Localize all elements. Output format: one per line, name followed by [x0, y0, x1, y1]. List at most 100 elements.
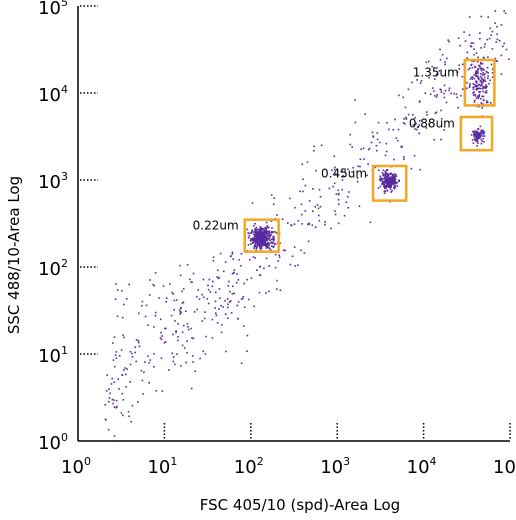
scatter-point — [440, 118, 443, 120]
scatter-point — [398, 94, 400, 97]
cluster-point — [255, 226, 258, 229]
cluster-point — [265, 247, 268, 249]
scatter-point — [229, 300, 232, 302]
scatter-point — [370, 141, 373, 144]
scatter-point — [490, 63, 493, 66]
cluster-point — [384, 170, 386, 173]
scatter-point — [469, 16, 471, 18]
scatter-point — [333, 168, 336, 171]
cluster-point — [273, 237, 275, 240]
cluster-point — [479, 67, 482, 70]
scatter-point — [487, 16, 489, 18]
scatter-point — [242, 296, 245, 298]
cluster-point — [480, 138, 482, 141]
cluster-point — [253, 233, 255, 236]
cluster-point — [473, 136, 476, 138]
scatter-point — [182, 301, 185, 304]
cluster-point — [486, 66, 489, 69]
cluster-point — [384, 174, 387, 176]
scatter-point — [400, 145, 403, 148]
data-points — [104, 10, 510, 437]
scatter-point — [111, 398, 114, 401]
scatter-point — [337, 222, 340, 225]
cluster-point — [267, 238, 269, 240]
cluster-point — [480, 61, 482, 64]
cluster-point — [482, 135, 484, 137]
scatter-point — [227, 223, 230, 226]
scatter-point — [252, 256, 255, 258]
scatter-point — [253, 305, 255, 308]
scatter-point — [302, 178, 304, 180]
cluster-point — [265, 245, 268, 247]
cluster-point — [474, 133, 477, 136]
cluster-point — [255, 249, 257, 252]
scatter-point — [134, 346, 137, 348]
scatter-point — [183, 347, 186, 349]
scatter-point — [302, 190, 304, 193]
scatter-point — [121, 316, 124, 319]
cluster-point — [473, 74, 475, 76]
scatter-point — [110, 383, 113, 385]
scatter-point — [404, 123, 406, 125]
cluster-point — [483, 141, 485, 143]
cluster-point — [392, 183, 395, 185]
cluster-point — [474, 99, 476, 102]
cluster-point — [477, 77, 479, 80]
cluster-point — [487, 56, 489, 58]
cluster-point — [381, 181, 384, 184]
scatter-point — [438, 70, 441, 72]
scatter-point — [149, 294, 151, 296]
cluster-point — [476, 145, 478, 147]
scatter-point — [308, 200, 311, 202]
scatter-point — [250, 232, 252, 234]
scatter-point — [113, 406, 116, 408]
scatter-point — [475, 52, 478, 54]
scatter-point — [218, 288, 221, 290]
scatter-point — [474, 66, 476, 69]
scatter-point — [243, 282, 245, 285]
cluster-point — [477, 137, 480, 139]
cluster-point — [259, 248, 262, 250]
scatter-point — [215, 291, 217, 294]
cluster-point — [390, 184, 392, 186]
scatter-point — [153, 326, 155, 328]
scatter-point — [304, 210, 307, 212]
cluster-point — [392, 178, 394, 181]
cluster-point — [263, 229, 265, 231]
cluster-point — [260, 233, 263, 235]
scatter-point — [453, 92, 455, 95]
scatter-point — [480, 47, 482, 49]
cluster-point — [267, 235, 269, 238]
cluster-point — [483, 57, 485, 60]
gate-box — [459, 115, 494, 152]
cluster-point — [254, 236, 257, 238]
cluster-point — [393, 182, 395, 184]
scatter-point — [159, 337, 162, 339]
cluster-point — [477, 95, 479, 97]
cluster-point — [259, 232, 261, 234]
cluster-point — [256, 235, 258, 237]
scatter-point — [294, 206, 296, 209]
scatter-point — [204, 311, 206, 313]
cluster-point — [390, 173, 392, 175]
scatter-point — [115, 406, 118, 409]
cluster-point — [479, 125, 482, 128]
scatter-point — [424, 92, 427, 94]
scatter-point — [115, 357, 118, 359]
scatter-point — [341, 179, 344, 181]
cluster-point — [264, 237, 266, 240]
scatter-point — [486, 38, 489, 41]
cluster-point — [380, 179, 382, 181]
scatter-point — [233, 292, 235, 295]
scatter-point — [171, 352, 173, 355]
cluster-point — [392, 180, 395, 183]
cluster-point — [477, 135, 479, 137]
scatter-point — [369, 221, 372, 224]
cluster-point — [262, 244, 265, 247]
cluster-point — [488, 82, 490, 85]
cluster-point — [392, 173, 394, 176]
cluster-point — [260, 238, 263, 241]
cluster-point — [491, 68, 494, 70]
scatter-point — [105, 419, 107, 421]
cluster-point — [487, 77, 489, 80]
